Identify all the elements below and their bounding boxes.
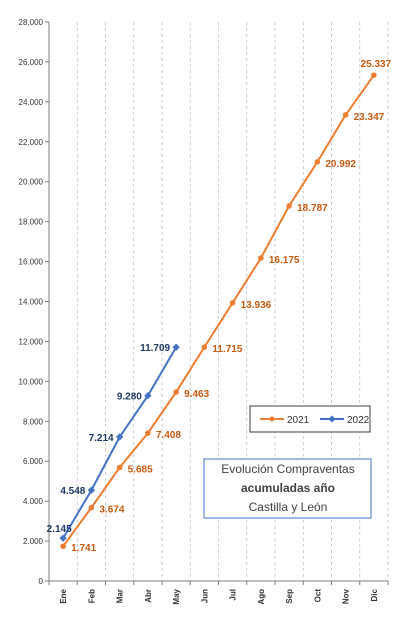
data-point	[173, 389, 179, 395]
annotation-box: Evolución Compraventas acumuladas año Ca…	[203, 458, 372, 519]
data-point	[87, 486, 96, 494]
x-tick-label: Feb	[87, 589, 96, 603]
x-ticks: Ene Feb Mar Abr May Jun Jul Ago Sep Oct Nov Dic	[48, 581, 389, 605]
y-tick-label: 28.000	[19, 18, 44, 27]
series-line-2021	[62, 74, 375, 547]
data-point	[201, 344, 208, 350]
y-tick-label: 0	[39, 577, 44, 586]
x-tick-label: Sep	[285, 589, 294, 604]
series	[59, 72, 377, 550]
data-point	[59, 534, 67, 542]
legend-label-2022: 2022	[347, 415, 370, 426]
annotation-border	[203, 458, 372, 519]
data-label: 11.709	[140, 343, 170, 354]
data-point	[116, 464, 123, 471]
y-tick-label: 12.000	[19, 337, 44, 346]
data-label: 23.347	[354, 112, 385, 123]
x-tick-label: Oct	[313, 589, 322, 603]
data-point	[342, 112, 349, 118]
legend-marker-2021	[269, 416, 275, 422]
y-tick-label: 20.000	[19, 178, 44, 187]
data-label: 5.685	[128, 465, 153, 476]
x-tick-label: Jun	[200, 589, 209, 603]
data-point	[286, 203, 292, 209]
annotation-line-1: Evolución Compraventas	[221, 462, 354, 476]
y-tick-label: 4.000	[23, 497, 44, 506]
data-point	[229, 299, 236, 306]
legend: 2021 2022	[249, 405, 371, 433]
y-tick-label: 8.000	[23, 417, 44, 426]
data-label: 25.337	[361, 59, 392, 70]
data-label: 9.280	[117, 392, 142, 403]
data-point	[172, 343, 180, 351]
data-label: 7.408	[156, 430, 181, 441]
y-tick-label: 16.000	[19, 258, 44, 267]
x-tick-label: Jul	[229, 589, 238, 601]
data-label: 7.214	[89, 433, 114, 444]
data-point	[60, 543, 66, 550]
y-tick-label: 24.000	[19, 98, 44, 107]
x-tick-label: Dic	[370, 588, 379, 601]
y-tick-label: 6.000	[23, 457, 44, 466]
data-label: 18.787	[297, 203, 328, 214]
data-label: 3.674	[99, 505, 124, 516]
y-tick-label: 14.000	[19, 298, 44, 307]
data-label: 1.741	[71, 543, 96, 554]
data-label: 2.145	[47, 524, 72, 535]
y-ticks: 0 2.000 4.000 6.000 8.000 10.000 12.000 14.000 1…	[19, 18, 49, 586]
annotation-line-3: Castilla y León	[249, 500, 328, 514]
data-label: 20.992	[325, 159, 356, 170]
data-point	[145, 430, 151, 436]
data-point	[371, 72, 377, 78]
data-label: 11.715	[212, 344, 242, 355]
y-tick-label: 10.000	[19, 377, 44, 386]
data-point	[258, 255, 264, 261]
x-tick-label: May	[172, 588, 181, 604]
data-point	[314, 159, 321, 165]
x-tick-label: Abr	[144, 589, 153, 603]
data-label: 13.936	[241, 300, 272, 311]
x-tick-label: Nov	[342, 588, 351, 604]
annotation-line-2: acumuladas año	[241, 481, 335, 495]
y-tick-label: 2.000	[23, 537, 44, 546]
data-labels: 1.741 3.674 5.685 7.408 9.463 11.715 13.936 16.…	[47, 59, 392, 554]
legend-label-2021: 2021	[287, 415, 310, 426]
y-tick-label: 22.000	[19, 138, 44, 147]
x-tick-label: Ene	[59, 588, 68, 603]
x-tick-label: Ago	[257, 589, 266, 605]
data-label: 4.548	[60, 486, 85, 497]
legend-marker-2022	[328, 415, 336, 423]
data-point	[88, 504, 95, 511]
y-tick-label: 26.000	[19, 58, 44, 67]
data-label: 16.175	[269, 255, 300, 266]
data-label: 9.463	[184, 389, 209, 400]
x-tick-label: Mar	[116, 589, 125, 603]
y-tick-label: 18.000	[19, 218, 44, 227]
